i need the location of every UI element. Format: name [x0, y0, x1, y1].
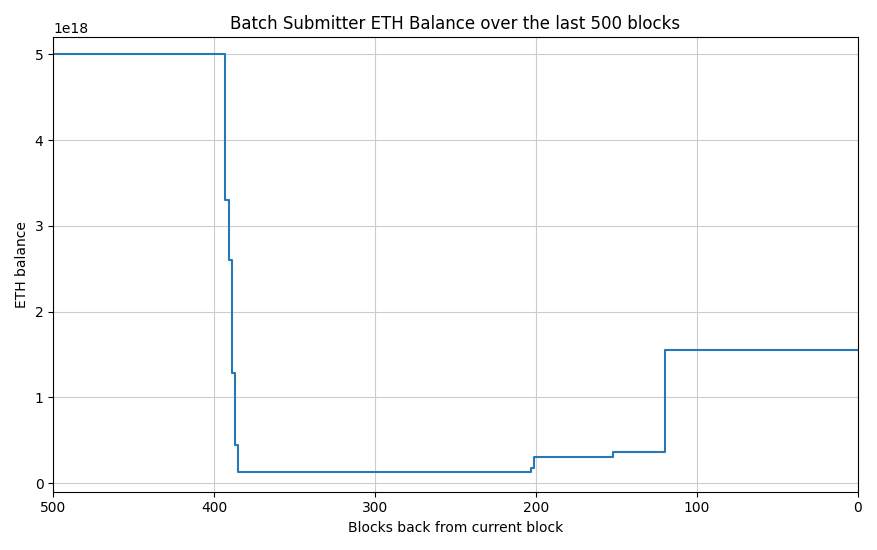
X-axis label: Blocks back from current block: Blocks back from current block — [348, 521, 563, 535]
Title: Batch Submitter ETH Balance over the last 500 blocks: Batch Submitter ETH Balance over the las… — [231, 15, 681, 33]
Y-axis label: ETH balance: ETH balance — [15, 221, 29, 308]
